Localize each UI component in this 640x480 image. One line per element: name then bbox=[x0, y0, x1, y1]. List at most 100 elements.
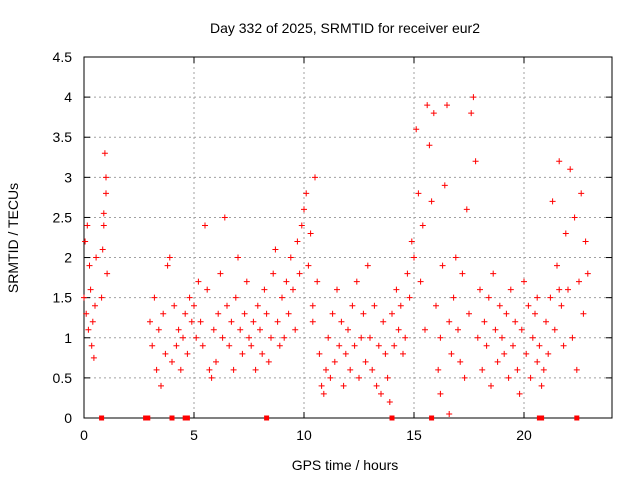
zero-marker bbox=[574, 415, 580, 421]
data-point bbox=[481, 318, 488, 325]
data-point bbox=[494, 358, 501, 365]
data-point bbox=[206, 366, 213, 373]
data-point bbox=[301, 206, 307, 213]
data-point bbox=[384, 374, 391, 381]
data-point bbox=[292, 326, 299, 333]
data-point bbox=[237, 326, 244, 333]
data-point bbox=[182, 310, 189, 317]
grid-layer bbox=[84, 57, 612, 418]
data-point bbox=[565, 286, 571, 293]
data-point bbox=[221, 214, 228, 221]
data-point bbox=[334, 286, 340, 293]
data-point bbox=[470, 94, 477, 101]
y-tick-label: 0 bbox=[64, 410, 72, 426]
data-point bbox=[186, 294, 193, 301]
data-point bbox=[228, 318, 235, 325]
x-tick-label: 0 bbox=[80, 427, 88, 443]
data-point bbox=[193, 334, 200, 341]
data-point bbox=[82, 238, 89, 245]
data-point bbox=[543, 318, 549, 325]
data-point bbox=[303, 190, 310, 197]
data-point bbox=[406, 294, 413, 301]
data-point bbox=[360, 310, 367, 317]
data-point bbox=[232, 294, 239, 301]
data-point bbox=[452, 254, 459, 261]
data-point bbox=[562, 230, 569, 237]
data-point bbox=[327, 374, 334, 381]
data-point bbox=[188, 318, 195, 325]
y-tick-label: 4.5 bbox=[53, 49, 73, 65]
data-point bbox=[380, 318, 387, 325]
data-point bbox=[386, 398, 393, 405]
data-point bbox=[554, 262, 560, 269]
data-point bbox=[99, 246, 106, 253]
data-point bbox=[252, 366, 259, 373]
data-point bbox=[466, 310, 472, 317]
data-point bbox=[268, 334, 274, 341]
data-point bbox=[316, 350, 323, 357]
data-point bbox=[527, 374, 534, 381]
data-point bbox=[567, 166, 574, 173]
data-point bbox=[230, 366, 237, 373]
data-point bbox=[87, 286, 94, 293]
data-point bbox=[422, 326, 428, 333]
data-points-layer bbox=[81, 94, 591, 417]
data-point bbox=[402, 334, 409, 341]
data-point bbox=[276, 342, 283, 349]
data-point bbox=[224, 302, 230, 309]
data-point bbox=[180, 334, 186, 341]
data-point bbox=[534, 294, 541, 301]
data-point bbox=[455, 326, 461, 333]
data-point bbox=[84, 222, 91, 229]
data-point bbox=[549, 198, 556, 205]
data-point bbox=[356, 374, 362, 381]
data-point bbox=[210, 326, 217, 333]
data-point bbox=[556, 158, 563, 165]
data-point bbox=[93, 254, 100, 261]
data-point bbox=[523, 350, 530, 357]
data-point bbox=[371, 302, 378, 309]
data-point bbox=[353, 278, 360, 285]
data-point bbox=[474, 334, 481, 341]
y-tick-label: 2 bbox=[64, 250, 72, 266]
data-point bbox=[419, 222, 426, 229]
data-point bbox=[444, 102, 450, 109]
data-point bbox=[503, 310, 510, 317]
data-point bbox=[477, 286, 483, 293]
data-point bbox=[101, 150, 108, 157]
data-point bbox=[272, 246, 279, 253]
data-point bbox=[411, 254, 417, 261]
data-point bbox=[98, 294, 105, 301]
data-point bbox=[202, 222, 208, 229]
data-point bbox=[391, 342, 398, 349]
data-point bbox=[162, 350, 169, 357]
data-point bbox=[501, 350, 508, 357]
data-point bbox=[584, 270, 591, 277]
data-point bbox=[400, 350, 406, 357]
data-point bbox=[281, 334, 288, 341]
data-point bbox=[250, 318, 257, 325]
data-point bbox=[439, 262, 446, 269]
data-point bbox=[177, 366, 184, 373]
data-point bbox=[450, 294, 457, 301]
data-point bbox=[424, 102, 431, 109]
data-point bbox=[510, 342, 516, 349]
y-tick-label: 4 bbox=[64, 89, 72, 105]
data-point bbox=[340, 382, 347, 389]
data-point bbox=[536, 342, 543, 349]
data-point bbox=[219, 334, 226, 341]
data-point bbox=[507, 286, 514, 293]
data-point bbox=[441, 182, 448, 189]
data-point bbox=[446, 318, 453, 325]
data-point bbox=[347, 366, 354, 373]
data-point bbox=[525, 302, 532, 309]
data-point bbox=[169, 358, 175, 365]
data-point bbox=[529, 334, 536, 341]
data-point bbox=[285, 310, 292, 317]
data-point bbox=[516, 390, 523, 397]
data-point bbox=[191, 302, 197, 309]
data-point bbox=[274, 318, 281, 325]
data-point bbox=[459, 270, 466, 277]
data-point bbox=[558, 302, 565, 309]
data-point bbox=[521, 278, 527, 285]
